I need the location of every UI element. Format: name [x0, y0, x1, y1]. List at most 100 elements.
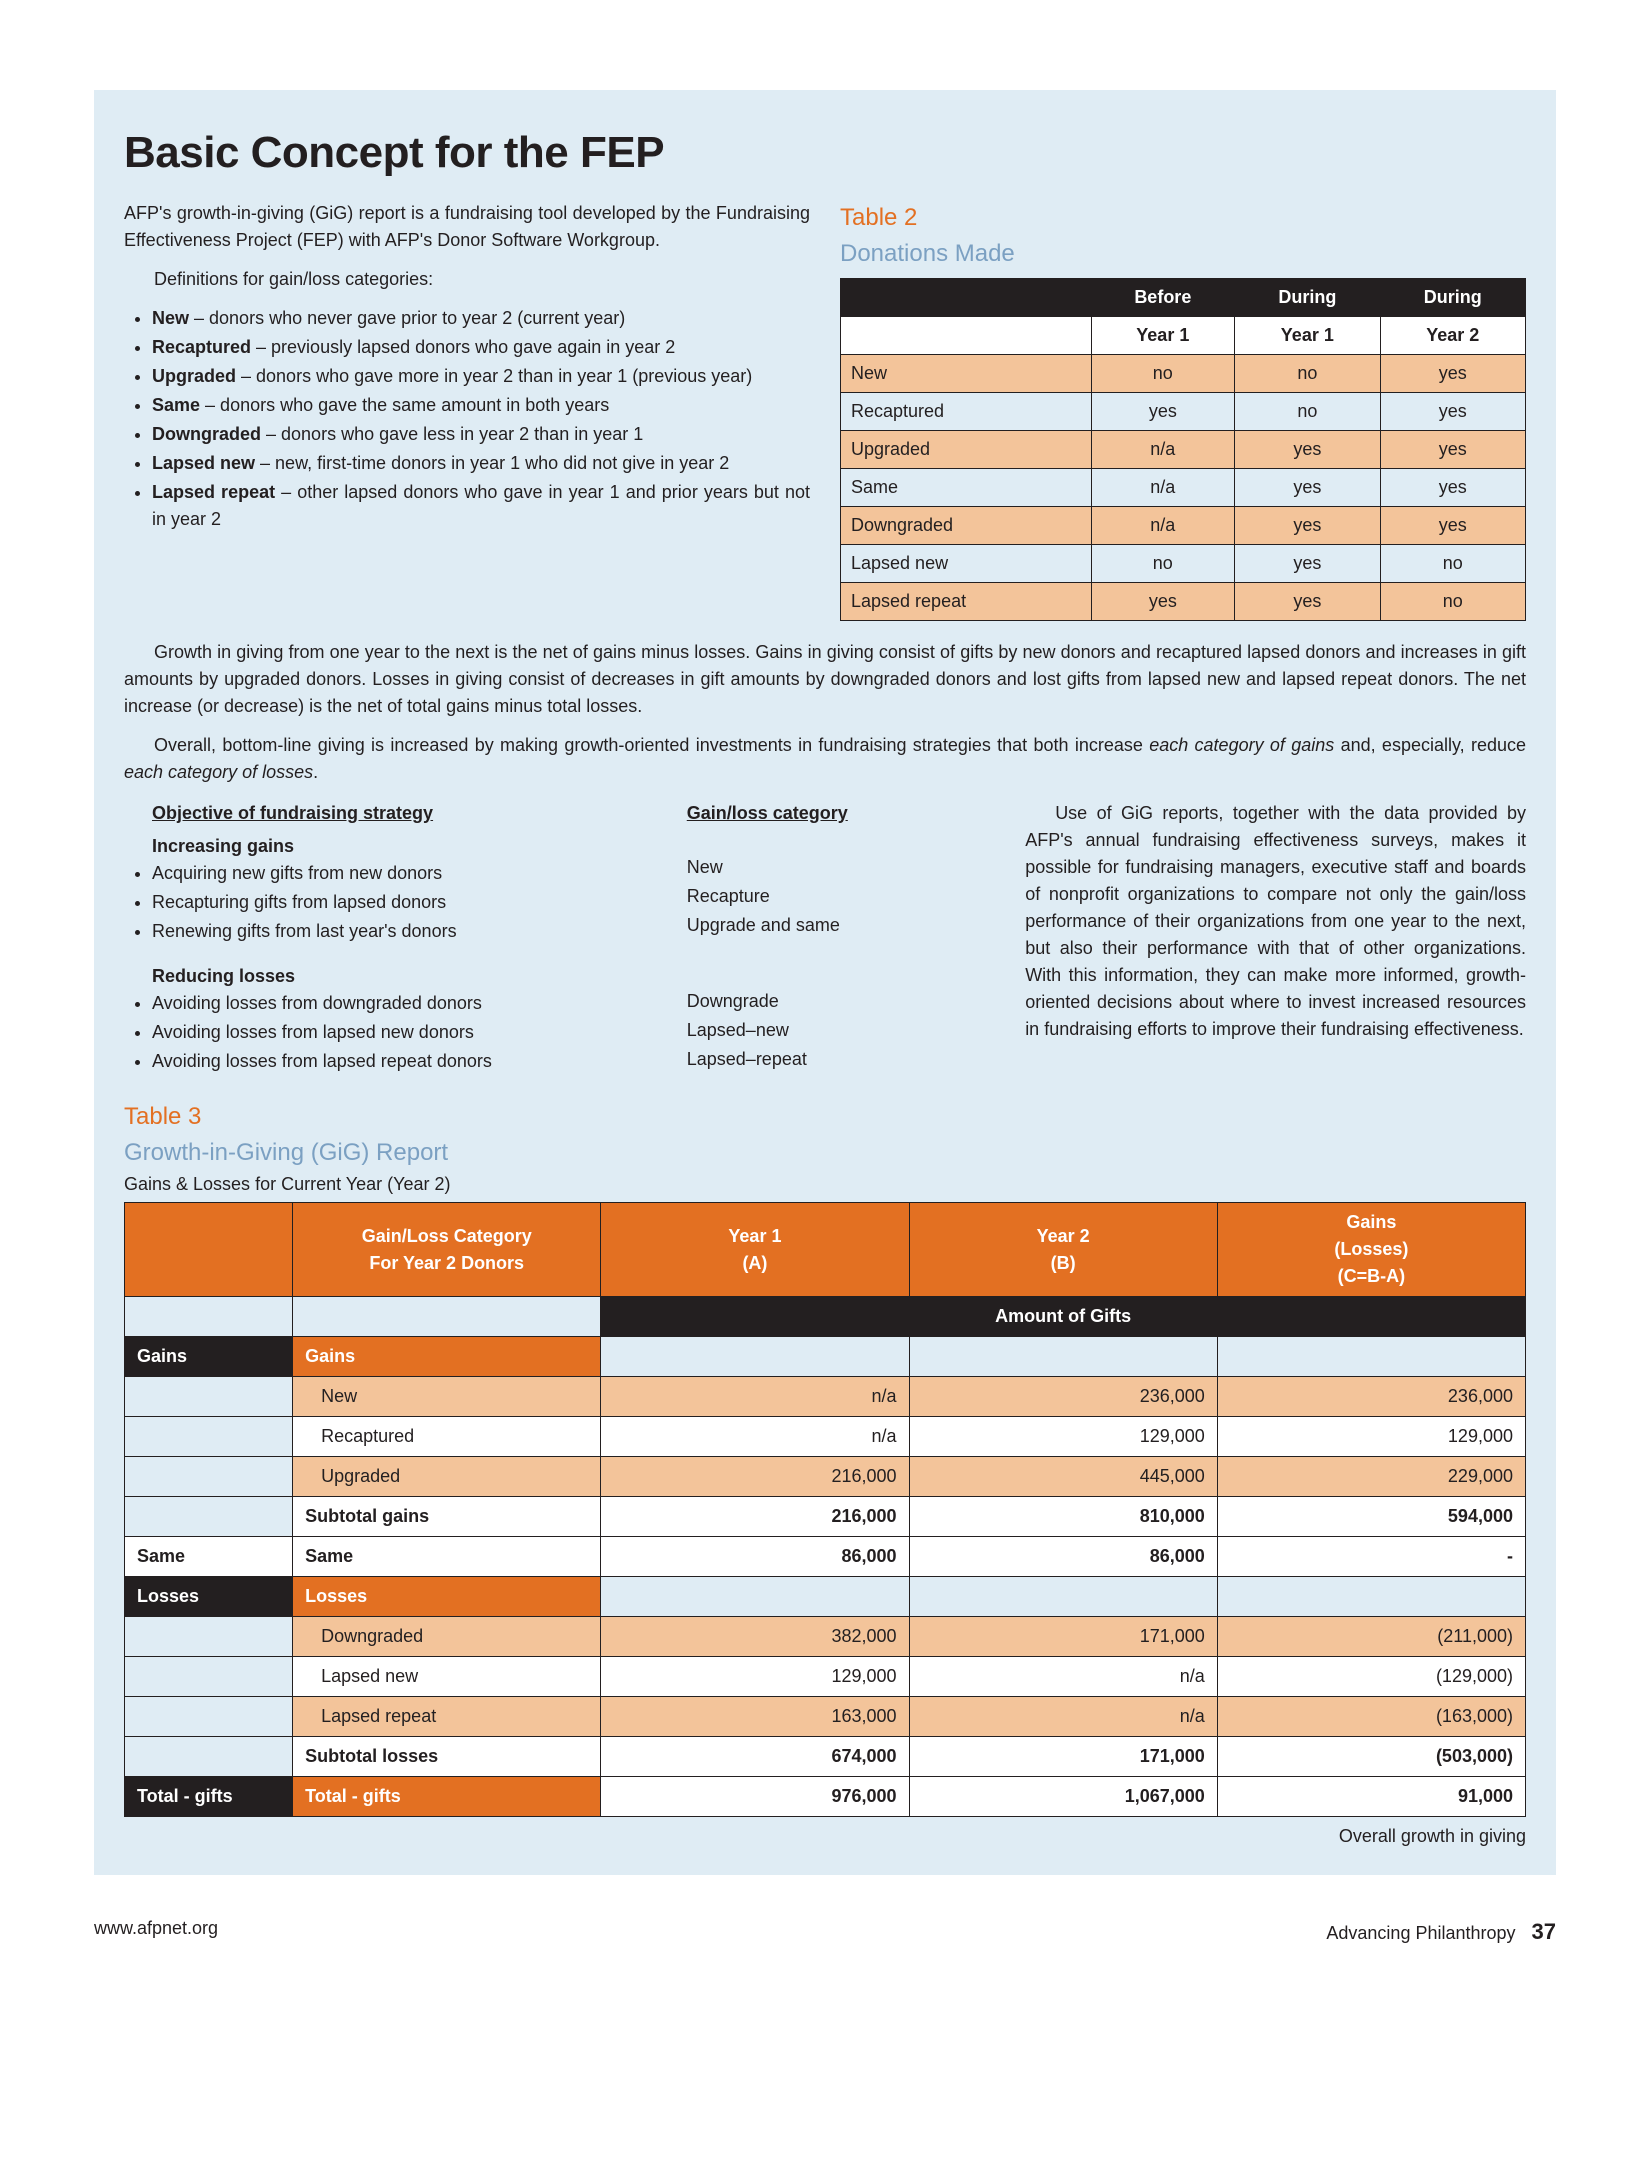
table-cell: Downgraded: [841, 507, 1092, 545]
table-row: Newn/a236,000236,000: [125, 1377, 1526, 1417]
table-row: Upgraded216,000445,000229,000: [125, 1457, 1526, 1497]
table-cell: [909, 1577, 1217, 1617]
table-cell: [125, 1497, 293, 1537]
table-cell: Gains: [293, 1337, 601, 1377]
table3-subheader-row: Amount of Gifts: [125, 1297, 1526, 1337]
table-cell: 1,067,000: [909, 1777, 1217, 1817]
reducing-losses-list: Avoiding losses from downgraded donors A…: [124, 990, 657, 1075]
table-row: Samen/ayesyes: [841, 469, 1526, 507]
cat-list-gains: New Recapture Upgrade and same: [687, 854, 995, 939]
table-cell: no: [1235, 355, 1380, 393]
intro-column: AFP's growth-in-giving (GiG) report is a…: [124, 200, 810, 621]
table-cell: n/a: [909, 1657, 1217, 1697]
cat-item: Recapture: [687, 883, 995, 910]
table-cell: New: [293, 1377, 601, 1417]
table2: Before During During Year 1 Year 1 Year …: [840, 278, 1526, 621]
table-cell: [909, 1337, 1217, 1377]
table-cell: [1217, 1337, 1525, 1377]
table-cell: no: [1380, 545, 1525, 583]
table-cell: n/a: [601, 1417, 909, 1457]
table2-th: During: [1380, 279, 1525, 317]
table-cell: (211,000): [1217, 1617, 1525, 1657]
table2-column: Table 2 Donations Made Before During Dur…: [840, 200, 1526, 621]
table-cell: yes: [1380, 469, 1525, 507]
table-row: Lapsed newnoyesno: [841, 545, 1526, 583]
list-item: Acquiring new gifts from new donors: [152, 860, 657, 887]
right-para-text: Use of GiG reports, together with the da…: [1025, 800, 1526, 1043]
table-cell: Same: [125, 1537, 293, 1577]
table3: Gain/Loss Category For Year 2 Donors Yea…: [124, 1202, 1526, 1817]
increasing-gains-list: Acquiring new gifts from new donors Reca…: [124, 860, 657, 945]
table3-label: Table 3: [124, 1099, 1526, 1135]
top-columns: AFP's growth-in-giving (GiG) report is a…: [124, 200, 1526, 621]
cat-item: New: [687, 854, 995, 881]
table-cell: [125, 1457, 293, 1497]
increasing-gains-label: Increasing gains: [124, 833, 657, 860]
table-cell: 810,000: [909, 1497, 1217, 1537]
def-item: Lapsed new – new, first-time donors in y…: [152, 450, 810, 477]
t3-subhdr: Amount of Gifts: [601, 1297, 1526, 1337]
table-cell: 86,000: [601, 1537, 909, 1577]
table-cell: yes: [1235, 545, 1380, 583]
table-cell: 976,000: [601, 1777, 909, 1817]
table-cell: [125, 1417, 293, 1457]
strategy-category-col: Gain/loss category New Recapture Upgrade…: [687, 800, 995, 1077]
table2-header-row: Before During During: [841, 279, 1526, 317]
table-cell: 129,000: [601, 1657, 909, 1697]
t3-th: [125, 1203, 293, 1297]
table-cell: Upgraded: [293, 1457, 601, 1497]
table-cell: 91,000: [1217, 1777, 1525, 1817]
t3-th: Gains (Losses) (C=B-A): [1217, 1203, 1525, 1297]
table-row: Lapsed repeatyesyesno: [841, 583, 1526, 621]
cat-item: Lapsed–repeat: [687, 1046, 995, 1073]
page-footer: www.afpnet.org Advancing Philanthropy 37: [94, 1915, 1556, 1948]
table2-th: Year 1: [1235, 317, 1380, 355]
def-item: Recaptured – previously lapsed donors wh…: [152, 334, 810, 361]
table-cell: 445,000: [909, 1457, 1217, 1497]
table-cell: (163,000): [1217, 1697, 1525, 1737]
reducing-losses-label: Reducing losses: [124, 963, 657, 990]
table-cell: 86,000: [909, 1537, 1217, 1577]
table-cell: yes: [1235, 431, 1380, 469]
table-cell: Subtotal losses: [293, 1737, 601, 1777]
list-item: Avoiding losses from downgraded donors: [152, 990, 657, 1017]
table-row: SameSame86,00086,000-: [125, 1537, 1526, 1577]
list-item: Renewing gifts from last year's donors: [152, 918, 657, 945]
table-row: Recapturedn/a129,000129,000: [125, 1417, 1526, 1457]
mid-paragraphs: Growth in giving from one year to the ne…: [124, 639, 1526, 786]
table-cell: 129,000: [1217, 1417, 1525, 1457]
cat-item: Lapsed–new: [687, 1017, 995, 1044]
table3-title: Growth-in-Giving (GiG) Report: [124, 1135, 1526, 1171]
def-item: Same – donors who gave the same amount i…: [152, 392, 810, 419]
table2-th: Year 2: [1380, 317, 1525, 355]
table-cell: no: [1380, 583, 1525, 621]
table2-th: Year 1: [1091, 317, 1235, 355]
table-cell: 674,000: [601, 1737, 909, 1777]
table-cell: [125, 1377, 293, 1417]
table-cell: Gains: [125, 1337, 293, 1377]
table-cell: no: [1091, 355, 1235, 393]
footer-url: www.afpnet.org: [94, 1915, 218, 1948]
footer-page-number: 37: [1532, 1915, 1556, 1948]
strategy-right-para: Use of GiG reports, together with the da…: [1025, 800, 1526, 1077]
cat-item: Upgrade and same: [687, 912, 995, 939]
table-cell: 594,000: [1217, 1497, 1525, 1537]
table-cell: 171,000: [909, 1617, 1217, 1657]
table-cell: Recaptured: [841, 393, 1092, 431]
table-cell: n/a: [601, 1377, 909, 1417]
table-cell: yes: [1380, 393, 1525, 431]
table-cell: [125, 1697, 293, 1737]
table-cell: [601, 1577, 909, 1617]
table-cell: 236,000: [909, 1377, 1217, 1417]
table-cell: Subtotal gains: [293, 1497, 601, 1537]
table-cell: yes: [1235, 583, 1380, 621]
table-cell: Lapsed repeat: [293, 1697, 601, 1737]
table-cell: yes: [1380, 355, 1525, 393]
table-cell: 229,000: [1217, 1457, 1525, 1497]
table3-header-row: Gain/Loss Category For Year 2 Donors Yea…: [125, 1203, 1526, 1297]
table-cell: [601, 1337, 909, 1377]
table2-subheader-row: Year 1 Year 1 Year 2: [841, 317, 1526, 355]
table-cell: Same: [841, 469, 1092, 507]
table-cell: n/a: [1091, 431, 1235, 469]
table-cell: (129,000): [1217, 1657, 1525, 1697]
